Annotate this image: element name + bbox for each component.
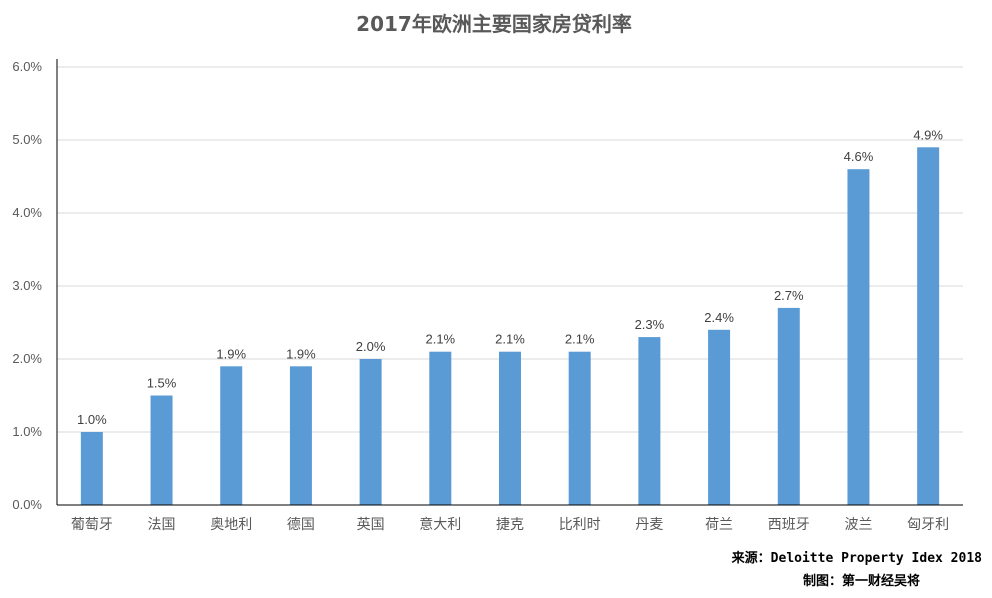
data-label: 2.0% — [356, 339, 386, 354]
x-tick-label: 意大利 — [419, 516, 461, 533]
y-tick-label: 4.0% — [12, 205, 42, 220]
bar — [429, 351, 452, 505]
bar — [220, 366, 243, 505]
data-label: 4.9% — [913, 127, 943, 142]
bar — [80, 432, 103, 505]
bar — [568, 351, 591, 505]
bars — [80, 147, 940, 506]
bar — [847, 169, 870, 505]
gridlines — [57, 66, 963, 433]
x-tick-label: 法国 — [148, 517, 176, 533]
data-label: 1.5% — [147, 376, 177, 391]
y-tick-label: 2.0% — [12, 351, 42, 366]
data-label: 2.4% — [704, 310, 734, 325]
x-tick-label: 丹麦 — [635, 517, 663, 533]
axes — [56, 59, 963, 506]
x-tick-label: 波兰 — [844, 517, 872, 533]
y-tick-label: 0.0% — [12, 497, 42, 512]
x-tick-label: 比利时 — [559, 517, 601, 533]
bar — [499, 351, 521, 505]
credit-note: 制图：第一财经吴将 — [802, 574, 920, 589]
x-tick-label: 西班牙 — [768, 517, 810, 533]
data-label: 4.6% — [844, 149, 874, 164]
data-label: 2.3% — [635, 317, 665, 332]
bar — [917, 147, 940, 506]
chart-title: 2017年欧洲主要国家房贷利率 — [356, 12, 632, 36]
x-tick-label: 荷兰 — [705, 517, 733, 533]
bar — [777, 307, 800, 505]
data-label: 2.1% — [425, 332, 455, 347]
data-label: 1.9% — [216, 346, 246, 361]
y-tick-label: 5.0% — [12, 132, 42, 147]
y-tick-label: 6.0% — [12, 59, 42, 74]
data-label: 2.7% — [774, 288, 804, 303]
y-axis-ticks: 0.0% 1.0% 2.0% 3.0% 4.0% 5.0% 6.0% — [12, 59, 42, 512]
bar — [150, 395, 173, 505]
x-tick-label: 捷克 — [496, 517, 524, 533]
y-tick-label: 3.0% — [12, 278, 42, 293]
bar — [289, 366, 312, 505]
x-tick-label: 德国 — [287, 517, 315, 533]
y-tick-label: 1.0% — [12, 424, 42, 439]
source-note: 来源：Deloitte Property Idex 2018 — [731, 551, 982, 566]
bar — [708, 329, 731, 505]
data-label: 1.9% — [286, 346, 316, 361]
x-tick-label: 英国 — [357, 516, 385, 533]
data-label: 2.1% — [565, 332, 595, 347]
bar — [638, 337, 661, 505]
bar — [359, 359, 382, 505]
x-axis-ticks: 葡萄牙 法国 奥地利 德国 英国 意大利 捷克 比利时 丹麦 荷兰 西班牙 波兰 匈牙利 — [71, 516, 949, 533]
data-labels: 1.0% 1.5% 1.9% 1.9% 2.0% 2.1% 2.1% 2.1% 2.3% 2.4%… — [77, 127, 943, 427]
data-label: 2.1% — [495, 332, 525, 347]
x-tick-label: 匈牙利 — [907, 517, 949, 533]
x-tick-label: 葡萄牙 — [71, 517, 113, 533]
data-label: 1.0% — [77, 412, 107, 427]
x-tick-label: 奥地利 — [210, 516, 252, 533]
